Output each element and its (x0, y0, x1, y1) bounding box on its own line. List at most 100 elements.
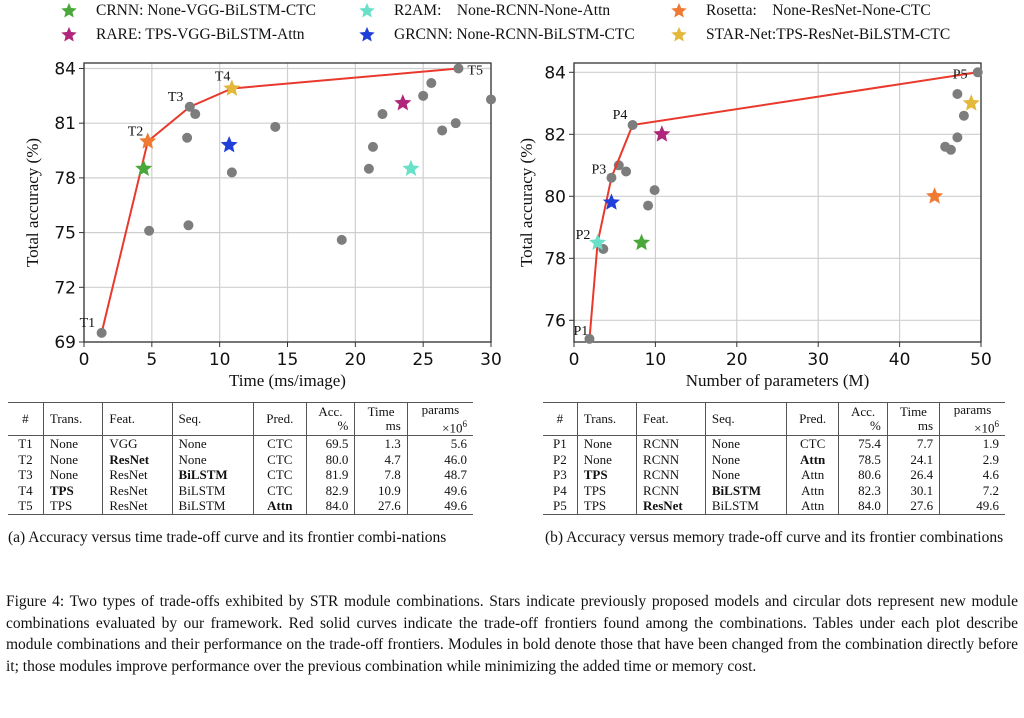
cell-seq: BiLSTM (171, 467, 254, 483)
table-row: T1 None VGG None CTC 69.5 1.3 5.6 (8, 435, 473, 452)
cell-seq: None (171, 451, 254, 468)
data-point-dot (336, 234, 347, 245)
table-row: T4 TPS ResNet BiLSTM CTC 82.9 10.9 49.6 (8, 482, 473, 499)
data-point-dot (450, 118, 461, 129)
table-row: P5 TPS ResNet BiLSTM Attn 84.0 27.6 49.6 (543, 498, 1005, 515)
star-rare (653, 125, 671, 142)
cell-pred: CTC (253, 451, 307, 468)
cell-trans: TPS (42, 482, 103, 499)
col-pred: Pred. (253, 402, 307, 437)
chart-b-svg: 0 10 20 30 40 50 76 78 80 82 84 Number of parameter… (517, 62, 992, 390)
cell-trans: None (42, 467, 103, 483)
data-point-dot (182, 132, 193, 143)
star-rare (394, 94, 412, 111)
legend-label: R2AM: None-RCNN-None-Attn (394, 2, 611, 19)
cell-acc: 80.6 (838, 467, 888, 483)
subcaption-b: (b) Accuracy versus memory trade-off cur… (545, 529, 1004, 546)
cell-seq: BiLSTM (171, 498, 254, 515)
cell-id: P4 (553, 482, 567, 498)
col-seq: Seq. (704, 402, 787, 437)
x-tick-label: 40 (889, 350, 911, 370)
frontier-point (184, 101, 195, 112)
cell-time: 4.7 (354, 451, 408, 468)
y-tick-label: 82 (544, 125, 566, 145)
cell-id: T5 (18, 498, 33, 514)
data-point-dot (643, 200, 654, 211)
data-point-dot (952, 89, 963, 99)
frontier-point (96, 327, 107, 338)
data-point-dot (377, 109, 388, 120)
data-point-dot (363, 163, 374, 174)
data-point-dot (183, 220, 194, 231)
table-row: P4 TPS RCNN BiLSTM Attn 82.3 30.1 7.2 (543, 482, 1005, 499)
cell-acc: 75.4 (838, 435, 888, 452)
cell-acc: 78.5 (838, 451, 888, 468)
cell-params: 46.0 (406, 451, 473, 468)
col-params: params ×106 (406, 402, 473, 437)
cell-feat: ResNet (102, 451, 173, 468)
frontier-label: P4 (613, 108, 628, 123)
table-header-row: # Trans. Feat. Seq. Pred. Acc.% Time ms params ×1… (8, 402, 473, 437)
col-num: # (543, 402, 578, 437)
cell-acc: 84.0 (305, 498, 355, 515)
cell-id: P5 (553, 498, 567, 514)
cell-trans: None (576, 451, 637, 468)
table-memory-frontier: # Trans. Feat. Seq. Pred. Acc.% Time ms params ×1… (543, 402, 1005, 515)
figure-caption: Figure 4: Two types of trade-offs exhibi… (6, 593, 1018, 675)
cell-id: P1 (553, 436, 567, 452)
star-icon (671, 2, 687, 18)
star-rosetta (926, 187, 944, 204)
cell-params: 49.6 (939, 498, 1005, 515)
data-point-dot (621, 166, 632, 177)
x-tick-label: 10 (209, 350, 231, 370)
chart-a-svg: 0 5 10 15 20 25 30 69 72 75 78 81 84 Time (ms/image) T… (23, 59, 502, 390)
frontier-label: T3 (168, 90, 184, 105)
x-tick-label: 30 (480, 350, 502, 370)
cell-acc: 84.0 (838, 498, 888, 515)
legend-item-rare: RARE: TPS-VGG-BiLSTM-Attn (60, 26, 305, 44)
col-params: params ×106 (939, 402, 1005, 437)
data-point-dot (270, 121, 281, 132)
cell-params: 7.2 (939, 482, 1005, 499)
cell-pred: Attn (785, 451, 839, 468)
legend: CRNN: None-VGG-BiLSTM-CTC RARE: TPS-VGG-… (60, 2, 1020, 50)
cell-seq: BiLSTM (171, 482, 254, 499)
data-point-dot (958, 110, 969, 121)
legend-item-grcnn: GRCNN: None-RCNN-BiLSTM-CTC (358, 26, 635, 44)
star-crnn (633, 233, 651, 251)
y-tick-label: 75 (54, 224, 76, 244)
cell-params: 49.6 (406, 498, 473, 515)
frontier-label: P2 (576, 228, 591, 243)
col-trans: Trans. (576, 402, 637, 437)
cell-trans: None (576, 435, 637, 452)
frontier-point (627, 120, 638, 130)
cell-pred: Attn (785, 498, 839, 515)
table-row: T2 None ResNet None CTC 80.0 4.7 46.0 (8, 451, 473, 468)
star-crnn (135, 159, 153, 177)
x-tick-label: 25 (412, 350, 434, 370)
star-r2am (589, 233, 607, 251)
col-pred: Pred. (785, 402, 839, 437)
frontier-label: T2 (128, 124, 144, 139)
cell-time: 27.6 (354, 498, 408, 515)
x-tick-label: 20 (345, 350, 367, 370)
cell-pred: Attn (785, 467, 839, 483)
frontier-label: P5 (953, 67, 968, 82)
cell-pred: CTC (253, 482, 307, 499)
cell-params: 4.6 (939, 467, 1005, 483)
chart-accuracy-vs-time: 0 5 10 15 20 25 30 69 72 75 78 81 84 Time (ms/image) T… (0, 0, 512, 400)
cell-feat: RCNN (636, 467, 706, 483)
star-icon (61, 2, 77, 18)
col-trans: Trans. (42, 402, 103, 437)
frontier-label: T1 (80, 316, 96, 331)
cell-time: 26.4 (886, 467, 940, 483)
cell-seq: None (704, 435, 787, 452)
star-icon (61, 26, 77, 42)
x-tick-label: 5 (146, 350, 157, 370)
legend-item-rosetta: Rosetta: None-ResNet-None-CTC (670, 2, 931, 20)
data-point-dot (418, 90, 429, 101)
frontier-label: P1 (573, 324, 588, 339)
cell-params: 48.7 (406, 467, 473, 483)
y-tick-label: 78 (544, 249, 566, 269)
cell-acc: 81.9 (305, 467, 355, 483)
